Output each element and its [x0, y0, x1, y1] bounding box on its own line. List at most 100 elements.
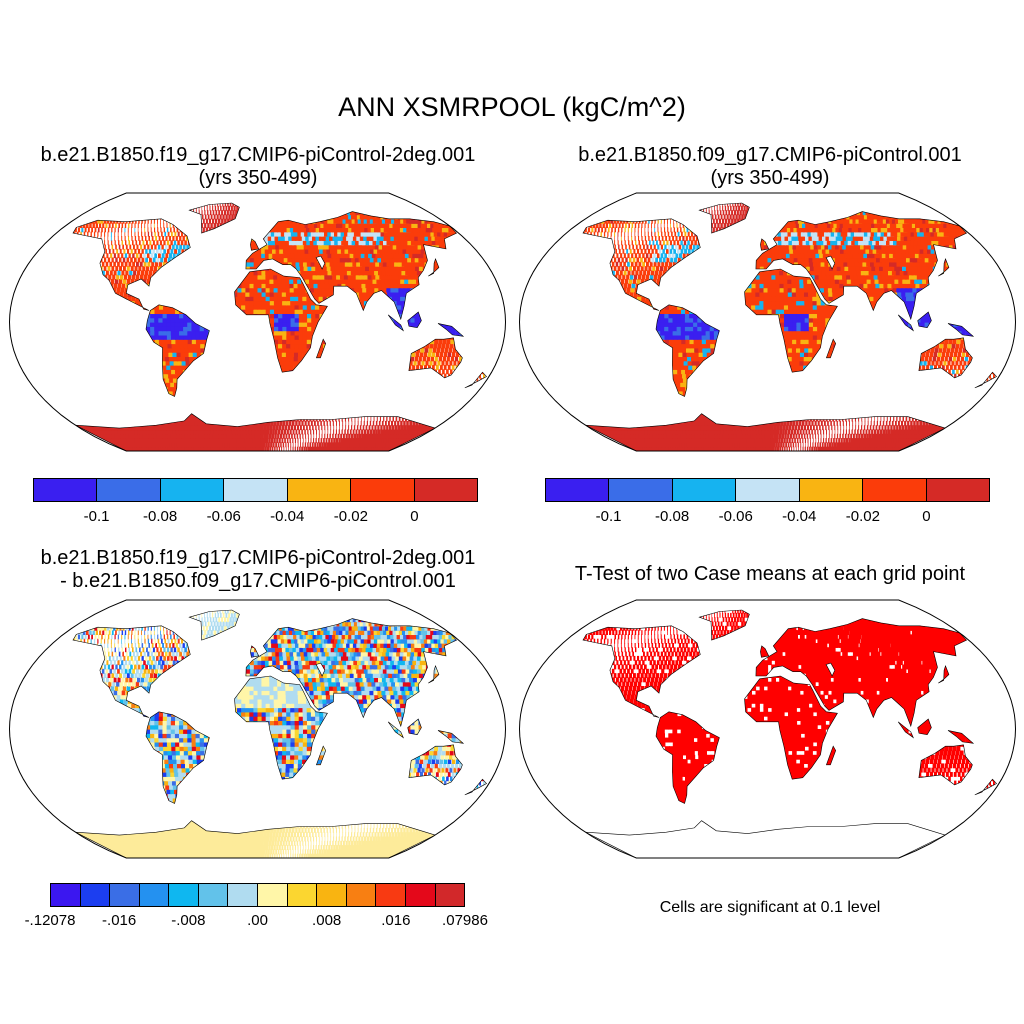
colorbar-tick-label: -0.04 [782, 508, 817, 525]
colorbar-swatch [346, 884, 377, 906]
colorbar-tick-label: .00 [247, 912, 268, 929]
colorbar-swatch [317, 884, 347, 906]
land-newzealand [976, 372, 997, 388]
colorbar-swatch [376, 884, 406, 906]
map-case1 [8, 192, 507, 452]
land-madagascar [316, 746, 326, 765]
colorbar-tick-label: .07986 [442, 912, 488, 929]
colorbar-swatch [287, 884, 318, 906]
land-namerica [73, 218, 191, 311]
map-border [8, 599, 507, 859]
colorbar-swatch [97, 479, 161, 501]
colorbar-case2 [545, 478, 990, 502]
colorbar-swatch [51, 884, 81, 906]
colorbar-swatch [139, 884, 170, 906]
colorbar-difference [50, 883, 465, 907]
case2-years: (yrs 350-499) [710, 167, 830, 189]
panel-title-case1: b.e21.B1850.f19_g17.CMIP6-piControl-2deg… [0, 144, 516, 190]
land-newzealand [466, 779, 487, 795]
colorbar-difference-labels: -.12078 -.016 -.008 .00 .008 .016 .07986 [25, 912, 488, 932]
land-greenland [189, 203, 240, 234]
map-ttest [518, 599, 1017, 859]
colorbar-swatch [80, 884, 111, 906]
colorbar-swatch [609, 479, 673, 501]
land-antarctica [75, 820, 436, 858]
case1-years: (yrs 350-499) [198, 167, 318, 189]
colorbar-tick-label: 0 [410, 508, 419, 525]
land-australia [408, 337, 463, 378]
map-border [518, 599, 1017, 859]
panel-title-difference: b.e21.B1850.f19_g17.CMIP6-piControl-2deg… [0, 547, 516, 593]
colorbar-tick-label: -0.02 [333, 508, 368, 525]
land-namerica [583, 625, 701, 718]
colorbar-tick-label: -0.1 [595, 508, 622, 525]
colorbar-case2-labels: -0.1 -0.08 -0.06 -0.04 -0.02 0 [545, 508, 990, 528]
colorbar-swatch [435, 884, 465, 906]
colorbar-swatch [546, 479, 610, 501]
colorbar-swatch [224, 479, 288, 501]
diff-line2: - b.e21.B1850.f09_g17.CMIP6-piControl.00… [60, 570, 456, 592]
map-border [8, 192, 507, 452]
land-antarctica [75, 413, 436, 451]
colorbar-swatch [405, 884, 436, 906]
colorbar-swatch [169, 884, 199, 906]
land-sumatra [388, 314, 404, 331]
colorbar-swatch [198, 884, 229, 906]
colorbar-swatch [34, 479, 98, 501]
map-case2 [518, 192, 1017, 452]
land-samerica [146, 711, 210, 804]
colorbar-swatch [228, 884, 259, 906]
colorbar-tick-label: -0.06 [718, 508, 753, 525]
land-greenland [699, 610, 750, 641]
map-border [518, 192, 1017, 452]
colorbar-swatch [799, 479, 864, 501]
land-antarctica [585, 413, 946, 451]
land-greenland [699, 203, 750, 234]
colorbar-swatch [414, 479, 477, 501]
colorbar-tick-label: .016 [381, 912, 411, 929]
land-sumatra [388, 721, 404, 738]
colorbar-swatch [287, 479, 352, 501]
figure-title: ANN XSMRPOOL (kgC/m^2) [338, 92, 686, 122]
colorbar-tick-label: -0.08 [655, 508, 690, 525]
land-newzealand [976, 779, 996, 795]
colorbar-swatch [926, 479, 989, 501]
case2-name: b.e21.B1850.f09_g17.CMIP6-piControl.001 [578, 144, 962, 166]
colorbar-swatch [736, 479, 800, 501]
land-greenland [189, 610, 240, 641]
land-samerica [656, 711, 720, 804]
map-difference [8, 599, 507, 859]
colorbar-swatch [110, 884, 140, 906]
colorbar-swatch [351, 479, 415, 501]
colorbar-tick-label: -0.02 [845, 508, 880, 525]
colorbar-swatch [863, 479, 927, 501]
colorbar-case1-labels: -0.1 -0.08 -0.06 -0.04 -0.02 0 [33, 508, 478, 528]
land-sumatra [898, 314, 914, 331]
colorbar-tick-label: 0 [922, 508, 931, 525]
colorbar-tick-label: -0.04 [270, 508, 305, 525]
significance-note: Cells are significant at 0.1 level [659, 899, 881, 916]
land-madagascar [826, 339, 836, 358]
land-sumatra [898, 721, 914, 738]
colorbar-tick-label: .008 [312, 912, 342, 929]
colorbar-swatch [672, 479, 737, 501]
diff-line1: b.e21.B1850.f19_g17.CMIP6-piControl-2deg… [40, 547, 476, 569]
land-newzealand [466, 372, 487, 388]
case1-name: b.e21.B1850.f19_g17.CMIP6-piControl-2deg… [40, 144, 476, 166]
land-samerica [656, 304, 720, 397]
colorbar-case1 [33, 478, 478, 502]
colorbar-swatch [160, 479, 225, 501]
land-samerica [146, 304, 210, 397]
colorbar-tick-label: -.12078 [24, 912, 76, 929]
colorbar-tick-label: -0.1 [83, 508, 110, 525]
colorbar-tick-label: -.008 [171, 912, 206, 929]
panel-title-ttest: T-Test of two Case means at each grid po… [574, 563, 966, 585]
colorbar-tick-label: -0.08 [143, 508, 178, 525]
land-namerica [73, 625, 191, 718]
land-madagascar [316, 339, 326, 358]
colorbar-tick-label: -0.06 [206, 508, 241, 525]
colorbar-swatch [258, 884, 288, 906]
land-namerica [583, 218, 701, 311]
colorbar-tick-label: -.016 [102, 912, 137, 929]
panel-title-case2: b.e21.B1850.f09_g17.CMIP6-piControl.001 … [512, 144, 1024, 190]
